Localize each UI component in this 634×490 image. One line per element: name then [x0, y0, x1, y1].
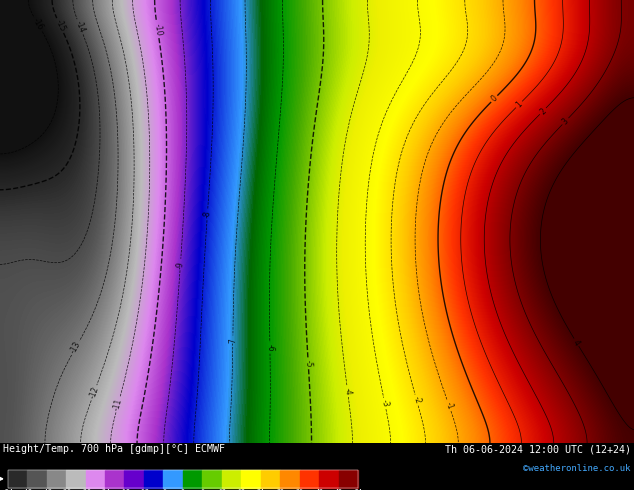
- Bar: [124, 469, 144, 488]
- Text: -4: -4: [342, 387, 353, 395]
- Text: 54: 54: [354, 489, 362, 490]
- Text: 30: 30: [276, 489, 284, 490]
- Text: 12: 12: [218, 489, 226, 490]
- Text: 2: 2: [538, 106, 548, 116]
- Text: -16: -16: [31, 17, 45, 32]
- Text: -9: -9: [176, 260, 185, 269]
- Bar: [339, 469, 358, 488]
- Bar: [105, 469, 124, 488]
- Text: -36: -36: [60, 489, 72, 490]
- Text: -42: -42: [41, 489, 53, 490]
- Bar: [183, 469, 202, 488]
- Text: 36: 36: [296, 489, 304, 490]
- Text: -6: -6: [159, 489, 167, 490]
- Bar: [202, 469, 222, 488]
- Bar: [222, 469, 242, 488]
- Text: -3: -3: [380, 399, 390, 408]
- Bar: [242, 469, 261, 488]
- Text: -2: -2: [411, 395, 422, 405]
- Text: -7: -7: [228, 337, 237, 345]
- Text: -30: -30: [79, 489, 91, 490]
- Text: 48: 48: [335, 489, 343, 490]
- Text: -15: -15: [53, 18, 67, 33]
- Text: -12: -12: [87, 386, 100, 400]
- Bar: [27, 469, 46, 488]
- Bar: [261, 469, 280, 488]
- Text: Height/Temp. 700 hPa [gdmp][°C] ECMWF: Height/Temp. 700 hPa [gdmp][°C] ECMWF: [3, 444, 225, 454]
- Bar: [320, 469, 339, 488]
- Bar: [86, 469, 105, 488]
- Text: -48: -48: [21, 489, 33, 490]
- Bar: [164, 469, 183, 488]
- Text: 0: 0: [489, 94, 499, 104]
- Text: -24: -24: [99, 489, 111, 490]
- Text: ©weatheronline.co.uk: ©weatheronline.co.uk: [523, 465, 631, 473]
- Bar: [300, 469, 320, 488]
- Text: 6: 6: [200, 489, 204, 490]
- Bar: [144, 469, 164, 488]
- Text: -54: -54: [2, 489, 13, 490]
- Text: -6: -6: [266, 344, 275, 352]
- Bar: [280, 469, 300, 488]
- Text: -10: -10: [152, 23, 163, 37]
- Text: -14: -14: [74, 20, 86, 34]
- Text: 4: 4: [571, 338, 581, 347]
- Text: 0: 0: [181, 489, 185, 490]
- Text: Th 06-06-2024 12:00 UTC (12+24): Th 06-06-2024 12:00 UTC (12+24): [445, 444, 631, 454]
- Text: 18: 18: [237, 489, 245, 490]
- Bar: [46, 469, 66, 488]
- Bar: [8, 469, 27, 488]
- Text: 3: 3: [560, 117, 571, 126]
- Text: -11: -11: [112, 397, 124, 412]
- Bar: [8, 469, 358, 488]
- Text: -5: -5: [304, 359, 313, 368]
- Text: 1: 1: [514, 99, 524, 109]
- Bar: [66, 469, 86, 488]
- Text: -1: -1: [444, 401, 455, 411]
- Text: -8: -8: [203, 211, 212, 219]
- Text: -13: -13: [68, 340, 82, 355]
- Text: -18: -18: [119, 489, 131, 490]
- Text: 42: 42: [315, 489, 323, 490]
- Text: -12: -12: [138, 489, 150, 490]
- Text: 24: 24: [257, 489, 265, 490]
